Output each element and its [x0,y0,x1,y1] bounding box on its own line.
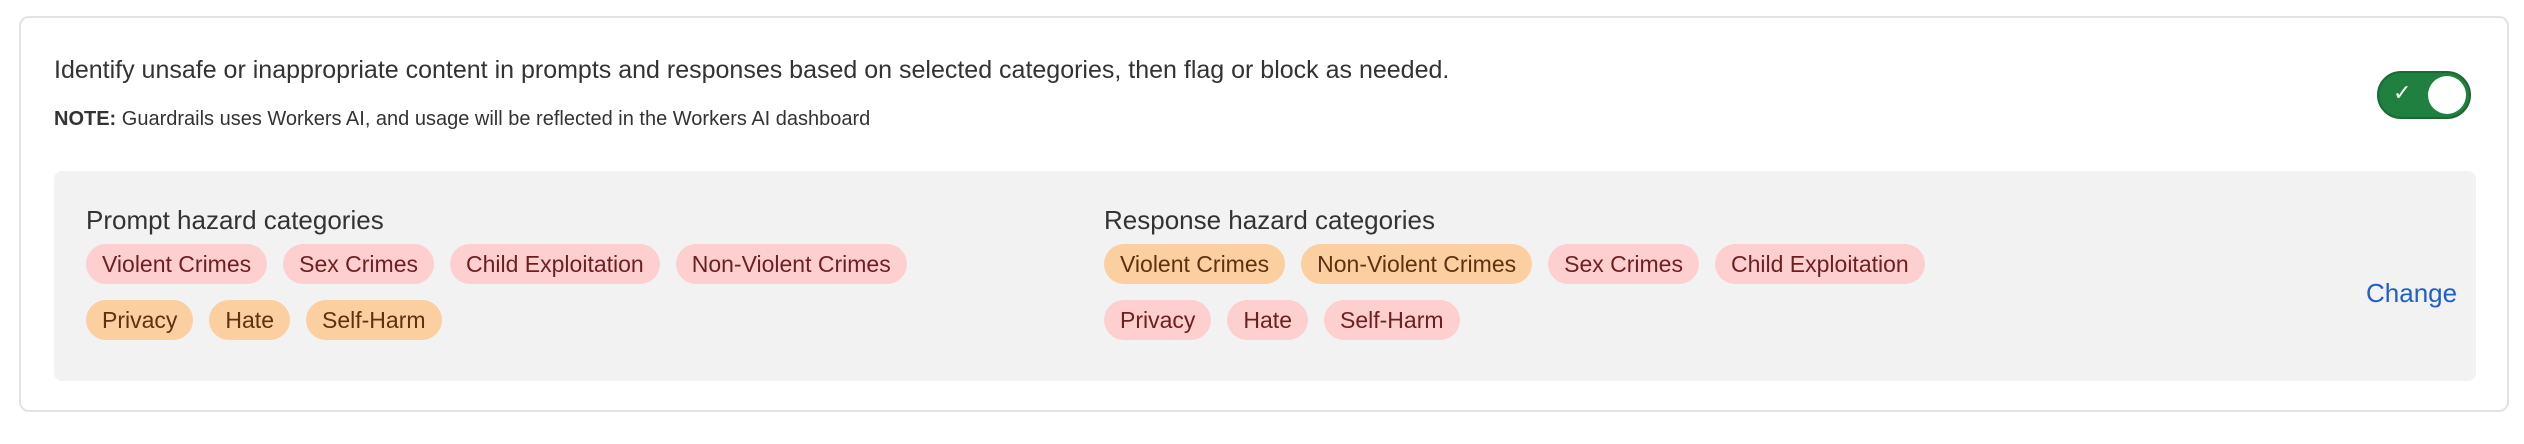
chip-row: Privacy Hate Self-Harm [1104,300,1925,340]
guardrails-card: Identify unsafe or inappropriate content… [19,16,2509,412]
category-chip: Privacy [1104,300,1212,340]
category-chip: Non-Violent Crimes [1301,244,1533,284]
hazard-categories-panel: Prompt hazard categories Violent Crimes S… [54,171,2476,381]
category-chip: Self-Harm [1324,300,1460,340]
category-chip: Sex Crimes [1548,244,1699,284]
category-chip: Non-Violent Crimes [675,244,907,284]
chip-row: Violent Crimes Non-Violent Crimes Sex Crim… [1104,244,1925,284]
guardrails-toggle[interactable]: ✓ [2377,71,2471,119]
note-text: Guardrails uses Workers AI, and usage wi… [116,108,871,130]
description: Identify unsafe or inappropriate content… [54,56,1450,84]
category-chip: Child Exploitation [1714,244,1925,284]
note: NOTE: Guardrails uses Workers AI, and us… [54,108,870,131]
change-link[interactable]: Change [2366,278,2458,308]
category-chip: Self-Harm [306,300,442,340]
category-chip: Violent Crimes [86,244,268,284]
response-categories: Response hazard categories Violent Crime… [1104,205,1925,340]
category-chip: Hate [1227,300,1308,340]
category-chip: Child Exploitation [450,244,660,284]
prompt-categories-title: Prompt hazard categories [86,205,384,235]
category-chip: Violent Crimes [1104,244,1286,284]
check-icon: ✓ [2393,80,2412,105]
category-chip: Sex Crimes [283,244,434,284]
category-chip: Hate [209,300,290,340]
chip-row: Violent Crimes Sex Crimes Child Exploitati… [86,244,907,284]
response-categories-title: Response hazard categories [1104,205,1435,235]
note-label: NOTE: [54,108,117,130]
category-chip: Privacy [86,300,194,340]
chip-row: Privacy Hate Self-Harm [86,300,907,340]
prompt-categories: Prompt hazard categories Violent Crimes S… [86,205,907,340]
toggle-knob [2428,76,2466,114]
